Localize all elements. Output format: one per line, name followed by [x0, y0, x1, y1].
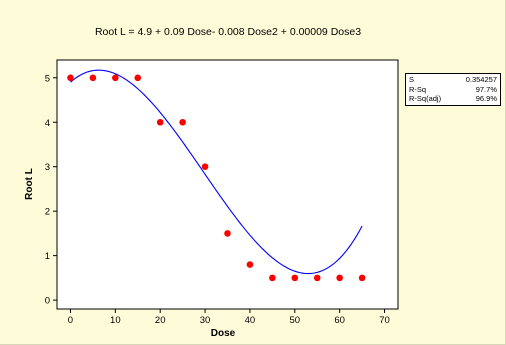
- stat-value: 96.9%: [475, 94, 497, 103]
- data-point: [269, 274, 276, 282]
- stat-label: R-Sq(adj): [409, 94, 442, 103]
- y-tick-label: 4: [45, 118, 50, 129]
- y-tick-label: 1: [45, 251, 50, 262]
- data-points: [67, 74, 366, 282]
- x-axis-label: Dose: [210, 328, 236, 339]
- data-point: [291, 274, 299, 282]
- data-point: [89, 74, 97, 82]
- stat-label: R-Sq: [409, 84, 427, 94]
- x-tick-label: 30: [200, 315, 211, 326]
- data-point: [336, 274, 343, 282]
- stat-label: S: [409, 75, 415, 84]
- data-point: [112, 74, 119, 82]
- stats-box: S 0.354257 R-Sq 97.7% R-Sq(adj) 96.9%: [405, 73, 501, 106]
- stat-value: 97.7%: [475, 84, 497, 94]
- chart-title: Root L = 4.9 + 0.09 Dose- 0.008 Dose2 + …: [94, 26, 362, 38]
- data-point: [224, 230, 231, 237]
- data-point: [134, 74, 142, 82]
- x-tick-label: 10: [110, 315, 121, 326]
- y-tick-label: 5: [45, 73, 50, 84]
- x-tick-label: 0: [68, 315, 73, 326]
- y-axis-ticks: 0 1 2 3 4 5: [45, 73, 57, 307]
- stat-row-rsq: R-Sq 97.7%: [409, 85, 497, 95]
- fit-curve: [70, 69, 363, 275]
- stat-row-s: S 0.354257: [409, 75, 497, 85]
- y-axis-label: Root L: [24, 168, 35, 200]
- data-point: [358, 274, 366, 282]
- x-tick-label: 60: [334, 315, 345, 326]
- plot-background: [56, 59, 399, 310]
- x-tick-label: 40: [245, 315, 256, 326]
- stat-value: 0.354257: [465, 75, 497, 84]
- data-point: [156, 118, 164, 126]
- y-tick-label: 0: [45, 296, 50, 307]
- y-tick-label: 3: [45, 162, 50, 173]
- data-point: [313, 274, 321, 282]
- x-tick-label: 70: [379, 315, 390, 326]
- x-tick-label: 20: [155, 315, 166, 326]
- data-point: [67, 74, 74, 82]
- data-point: [246, 261, 254, 268]
- y-tick-label: 2: [45, 207, 50, 218]
- data-point: [201, 163, 209, 171]
- x-axis-ticks: 0 10 20 30 40 50 60 70: [68, 309, 390, 326]
- x-tick-label: 50: [290, 315, 301, 326]
- stat-row-rsq-adj: R-Sq(adj) 96.9%: [409, 94, 497, 104]
- data-point: [179, 118, 186, 126]
